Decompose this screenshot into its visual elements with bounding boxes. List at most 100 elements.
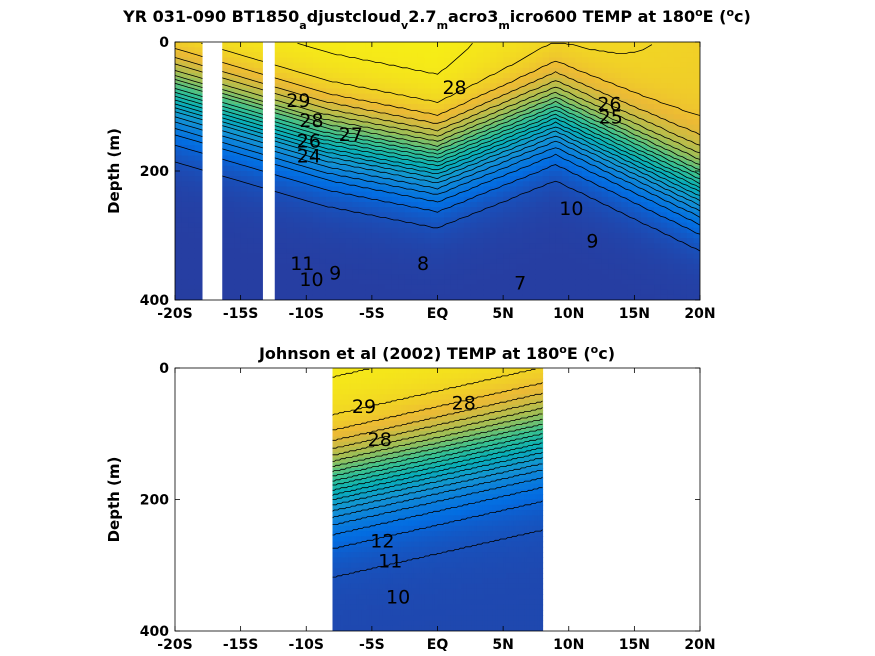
field-cell [391, 248, 399, 255]
field-cell [529, 181, 537, 188]
field-cell [325, 274, 334, 280]
field-cell [398, 93, 406, 100]
field-cell [247, 150, 255, 157]
field-cell [343, 404, 347, 411]
field-cell [374, 525, 378, 532]
field-cell [640, 263, 649, 270]
field-cell [339, 67, 347, 74]
field-cell [647, 83, 655, 90]
field-cell [325, 103, 334, 110]
field-cell [621, 253, 629, 260]
field-cell [361, 609, 365, 616]
field-cell [634, 294, 642, 300]
field-cell [509, 103, 517, 110]
field-cell [404, 155, 412, 162]
field-cell [686, 227, 695, 234]
field-cell [411, 248, 419, 255]
field-cell [509, 171, 517, 177]
field-cell [476, 284, 485, 291]
field-cell [509, 150, 517, 157]
field-cell [358, 573, 362, 579]
field-cell [188, 238, 196, 244]
field-cell [509, 238, 517, 244]
field-cell [581, 134, 590, 141]
field-cell [621, 67, 629, 74]
field-cell [371, 420, 376, 427]
field-cell [345, 599, 349, 606]
field-cell [529, 191, 537, 198]
field-cell [306, 93, 314, 100]
field-cell [627, 253, 635, 260]
field-cell [352, 227, 360, 234]
field-cell [660, 129, 668, 136]
field-cell [325, 57, 334, 64]
field-cell [608, 140, 616, 146]
field-cell [366, 478, 370, 485]
field-cell [337, 541, 341, 548]
field-cell [496, 227, 504, 234]
field-cell [430, 103, 439, 110]
field-cell [522, 269, 530, 275]
field-cell [312, 47, 320, 53]
field-cell [568, 72, 576, 79]
field-cell [378, 171, 386, 177]
field-cell [463, 176, 471, 182]
field-cell [568, 207, 576, 213]
field-cell [595, 134, 603, 141]
field-cell [345, 373, 349, 380]
field-cell [293, 171, 301, 177]
field-cell [366, 420, 370, 427]
field-cell [549, 88, 557, 95]
field-cell [379, 404, 383, 411]
field-cell [194, 119, 202, 126]
field-cell [352, 119, 360, 126]
field-cell [345, 462, 349, 469]
field-cell [280, 57, 288, 64]
field-cell [562, 119, 570, 126]
field-cell [348, 552, 352, 558]
field-cell [352, 42, 360, 48]
field-cell [339, 196, 347, 203]
field-cell [601, 88, 609, 95]
field-cell [555, 279, 563, 286]
field-cell [352, 269, 360, 275]
y-tick-label: 0 [159, 35, 169, 51]
field-cell [234, 67, 242, 74]
field-cell [227, 88, 235, 95]
field-cell [374, 483, 378, 490]
field-cell [660, 227, 668, 234]
field-cell [378, 150, 386, 157]
field-cell [595, 171, 603, 177]
field-cell [364, 604, 368, 611]
field-cell [364, 478, 368, 485]
field-cell [366, 404, 370, 411]
field-cell [365, 72, 373, 79]
field-cell [358, 52, 366, 59]
field-cell [350, 578, 355, 585]
field-cell [280, 67, 288, 74]
field-cell [535, 269, 544, 275]
field-cell [516, 155, 524, 162]
field-cell [483, 109, 491, 115]
field-cell [366, 599, 370, 606]
field-cell [361, 625, 365, 631]
field-cell [391, 289, 399, 296]
x-tick-label: -10S [289, 306, 324, 322]
field-cell [568, 83, 576, 90]
field-cell [366, 441, 370, 448]
field-cell [503, 227, 511, 234]
field-cell [240, 98, 248, 105]
field-cell [490, 72, 498, 79]
field-cell [562, 186, 570, 193]
field-cell [332, 176, 340, 182]
field-cell [457, 289, 465, 296]
field-cell [673, 181, 681, 188]
field-cell [424, 191, 432, 198]
field-cell [369, 420, 373, 427]
isotherm-line [297, 42, 473, 75]
field-cell [575, 217, 583, 224]
field-cell [608, 109, 616, 115]
field-cell [299, 253, 307, 260]
field-cell [398, 269, 406, 275]
field-cell [181, 263, 189, 270]
